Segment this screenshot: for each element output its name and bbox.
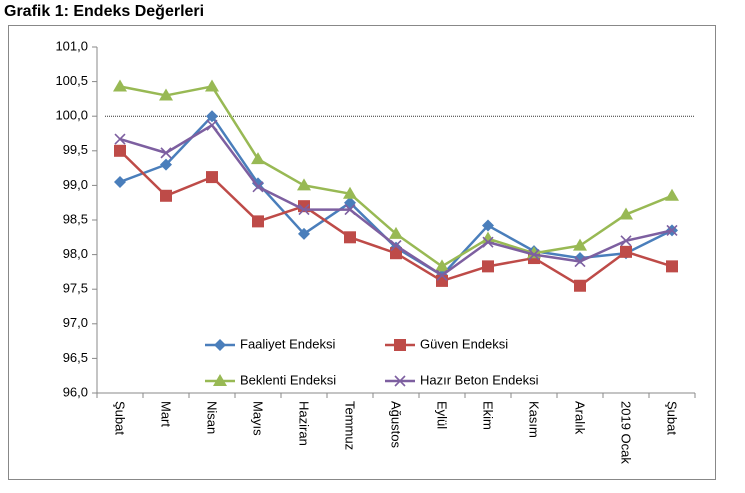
y-tick-label: 100,5 [55, 73, 88, 88]
y-tick-label: 97,0 [63, 315, 88, 330]
x-tick-label: Nisan [205, 401, 220, 434]
legend-marker [213, 374, 227, 386]
x-tick-label: Aralık [573, 401, 588, 435]
point [482, 260, 494, 273]
point [665, 188, 679, 201]
point [574, 255, 586, 268]
x-tick-label: 2019 Ocak [619, 401, 634, 464]
x-tick-label: Ağustos [389, 401, 404, 448]
y-tick-label: 98,5 [63, 211, 88, 226]
point [666, 224, 678, 236]
x-tick-label: Mayıs [251, 401, 266, 436]
point [436, 274, 448, 287]
point [482, 236, 494, 248]
point [114, 175, 126, 188]
legend-label: Hazır Beton Endeksi [420, 372, 539, 387]
point [113, 79, 127, 92]
point [251, 152, 265, 165]
point [252, 215, 264, 228]
point [160, 189, 172, 202]
x-tick-label: Temmuz [343, 401, 358, 450]
point [206, 171, 218, 184]
point [574, 279, 586, 292]
point [159, 88, 173, 101]
point [298, 227, 310, 240]
point [344, 204, 356, 216]
point [390, 247, 402, 260]
y-tick-label: 100,0 [55, 108, 88, 123]
legend-label: Beklenti Endeksi [240, 372, 336, 387]
point [252, 181, 264, 193]
legend-marker [394, 375, 406, 387]
point [620, 235, 632, 247]
y-tick-label: 96,0 [63, 384, 88, 399]
series-line [119, 149, 673, 287]
point [206, 110, 218, 123]
point [205, 79, 219, 92]
point [114, 133, 126, 145]
legend-marker [394, 339, 406, 351]
x-tick-label: Şubat [113, 401, 128, 435]
point [114, 144, 126, 157]
point [666, 260, 678, 273]
point [160, 158, 172, 171]
y-tick-label: 101,0 [55, 38, 88, 53]
point [435, 259, 449, 272]
x-tick-label: Haziran [297, 401, 312, 446]
point [206, 119, 218, 131]
legend-label: Faaliyet Endeksi [240, 336, 335, 351]
y-tick-label: 99,5 [63, 142, 88, 157]
y-tick-label: 99,0 [63, 177, 88, 192]
point [620, 245, 632, 258]
point [298, 204, 310, 216]
y-tick-label: 97,5 [63, 281, 88, 296]
legend-marker [214, 339, 226, 351]
point [482, 219, 494, 232]
point [573, 238, 587, 251]
point [252, 177, 264, 190]
point [390, 240, 402, 252]
y-tick-label: 96,5 [63, 350, 88, 365]
point [343, 186, 357, 199]
point [344, 231, 356, 244]
y-tick-label: 98,0 [63, 246, 88, 261]
x-tick-label: Şubat [665, 401, 680, 435]
chart-title: Grafik 1: Endeks Değerleri [4, 3, 204, 20]
x-tick-label: Eylül [435, 401, 450, 429]
x-tick-label: Mart [159, 401, 174, 427]
point [481, 231, 495, 244]
series-line [119, 85, 673, 268]
point [297, 178, 311, 191]
x-tick-label: Kasım [527, 401, 542, 438]
point [528, 249, 540, 261]
point [160, 147, 172, 159]
point [619, 207, 633, 220]
legend-label: Güven Endeksi [420, 336, 508, 351]
point [436, 269, 448, 281]
point [389, 226, 403, 239]
x-tick-label: Ekim [481, 401, 496, 430]
chart-frame [8, 25, 716, 480]
